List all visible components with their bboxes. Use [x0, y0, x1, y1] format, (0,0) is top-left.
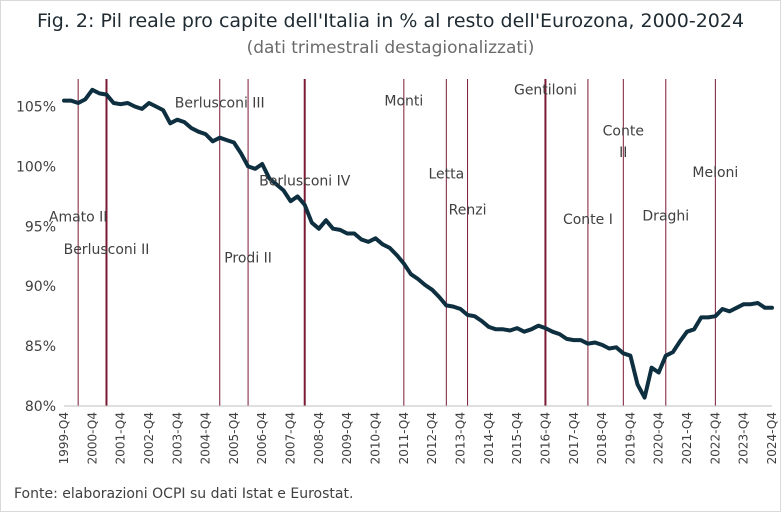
y-tick-label: 80% [25, 399, 56, 415]
x-tick-label: 2015-Q4 [510, 412, 524, 464]
x-tick-label: 2010-Q4 [369, 412, 383, 464]
x-tick-label: 2024-Q4 [765, 412, 779, 464]
government-label: Conte I [563, 212, 613, 228]
y-tick-label: 85% [25, 339, 56, 355]
government-label: II [619, 145, 627, 161]
x-tick-label: 2016-Q4 [538, 412, 552, 464]
x-tick-label: 2007-Q4 [284, 412, 298, 464]
government-label: Gentiloni [514, 83, 577, 99]
government-label: Prodi II [224, 250, 272, 266]
government-label: Monti [384, 93, 423, 109]
x-tick-label: 2012-Q4 [425, 412, 439, 464]
government-label: Letta [428, 166, 464, 182]
government-label: Berlusconi II [64, 242, 150, 258]
x-tick-label: 2008-Q4 [312, 412, 326, 464]
y-tick-label: 105% [16, 100, 56, 116]
x-tick-label: 2004-Q4 [199, 412, 213, 464]
x-tick-label: 2014-Q4 [482, 412, 496, 464]
x-tick-label: 2009-Q4 [340, 412, 354, 464]
chart-title: Fig. 2: Pil reale pro capite dell'Italia… [36, 10, 745, 32]
government-label: Renzi [449, 202, 487, 218]
y-tick-label: 90% [25, 279, 56, 295]
x-tick-label: 2013-Q4 [453, 412, 467, 464]
y-tick-label: 100% [16, 159, 56, 175]
x-tick-label: 2000-Q4 [85, 412, 99, 464]
x-tick-label: 2017-Q4 [567, 412, 581, 464]
x-tick-label: 2002-Q4 [142, 412, 156, 464]
x-tick-label: 2022-Q4 [708, 412, 722, 464]
x-tick-label: 2018-Q4 [595, 412, 609, 464]
source-note: Fonte: elaborazioni OCPI su dati Istat e… [14, 486, 354, 502]
x-tick-label: 2019-Q4 [623, 412, 637, 464]
government-label: Amato II [49, 210, 108, 226]
x-tick-label: 2023-Q4 [737, 412, 751, 464]
government-label: Conte [603, 123, 644, 139]
x-tick-label: 2005-Q4 [227, 412, 241, 464]
x-tick-label: 1999-Q4 [57, 412, 71, 464]
x-tick-label: 2011-Q4 [397, 412, 411, 464]
x-tick-label: 2021-Q4 [680, 412, 694, 464]
chart-subtitle: (dati trimestrali destagionalizzati) [246, 38, 535, 58]
government-label: Berlusconi III [175, 96, 265, 112]
government-label: Draghi [642, 208, 689, 224]
gdp-series-line [62, 87, 774, 400]
x-tick-label: 2001-Q4 [114, 412, 128, 464]
x-tick-label: 2006-Q4 [255, 412, 269, 464]
x-tick-label: 2020-Q4 [652, 412, 666, 464]
government-label: Meloni [692, 165, 738, 181]
government-label: Berlusconi IV [259, 174, 351, 190]
x-tick-label: 2003-Q4 [170, 412, 184, 464]
y-tick-label: 95% [25, 219, 56, 235]
